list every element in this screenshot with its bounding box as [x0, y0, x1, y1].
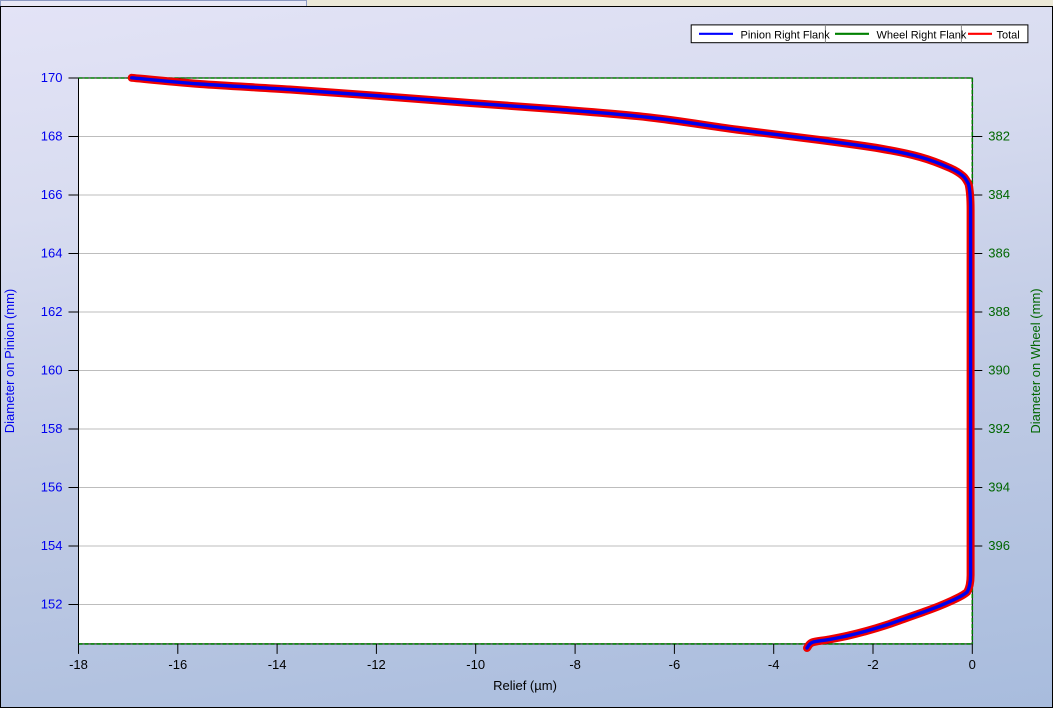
svg-text:168: 168 — [41, 129, 63, 144]
svg-text:382: 382 — [988, 129, 1010, 144]
svg-text:Pinion Right Flank: Pinion Right Flank — [741, 29, 831, 41]
svg-text:-14: -14 — [268, 657, 287, 672]
svg-text:-8: -8 — [569, 657, 581, 672]
svg-text:392: 392 — [988, 421, 1010, 436]
svg-text:386: 386 — [988, 246, 1010, 261]
svg-text:384: 384 — [988, 187, 1010, 202]
svg-text:166: 166 — [41, 187, 63, 202]
svg-text:Diameter on Wheel (mm): Diameter on Wheel (mm) — [1028, 288, 1043, 433]
svg-text:Wheel Right Flank: Wheel Right Flank — [877, 29, 967, 41]
svg-text:154: 154 — [41, 538, 63, 553]
svg-text:Total: Total — [997, 29, 1020, 41]
svg-text:394: 394 — [988, 480, 1010, 495]
svg-text:-16: -16 — [168, 657, 187, 672]
svg-text:152: 152 — [41, 597, 63, 612]
svg-text:-18: -18 — [69, 657, 88, 672]
svg-text:390: 390 — [988, 363, 1010, 378]
svg-text:0: 0 — [969, 657, 976, 672]
svg-text:Relief (µm): Relief (µm) — [493, 678, 557, 693]
svg-text:-10: -10 — [466, 657, 485, 672]
svg-text:162: 162 — [41, 304, 63, 319]
svg-text:-6: -6 — [669, 657, 681, 672]
svg-text:164: 164 — [41, 246, 63, 261]
svg-text:158: 158 — [41, 421, 63, 436]
svg-text:-4: -4 — [768, 657, 780, 672]
svg-text:160: 160 — [41, 363, 63, 378]
svg-text:396: 396 — [988, 538, 1010, 553]
svg-text:-12: -12 — [367, 657, 386, 672]
svg-text:-2: -2 — [867, 657, 879, 672]
svg-text:156: 156 — [41, 480, 63, 495]
svg-text:170: 170 — [41, 70, 63, 85]
svg-text:Diameter on Pinion (mm): Diameter on Pinion (mm) — [2, 289, 17, 434]
svg-text:388: 388 — [988, 304, 1010, 319]
